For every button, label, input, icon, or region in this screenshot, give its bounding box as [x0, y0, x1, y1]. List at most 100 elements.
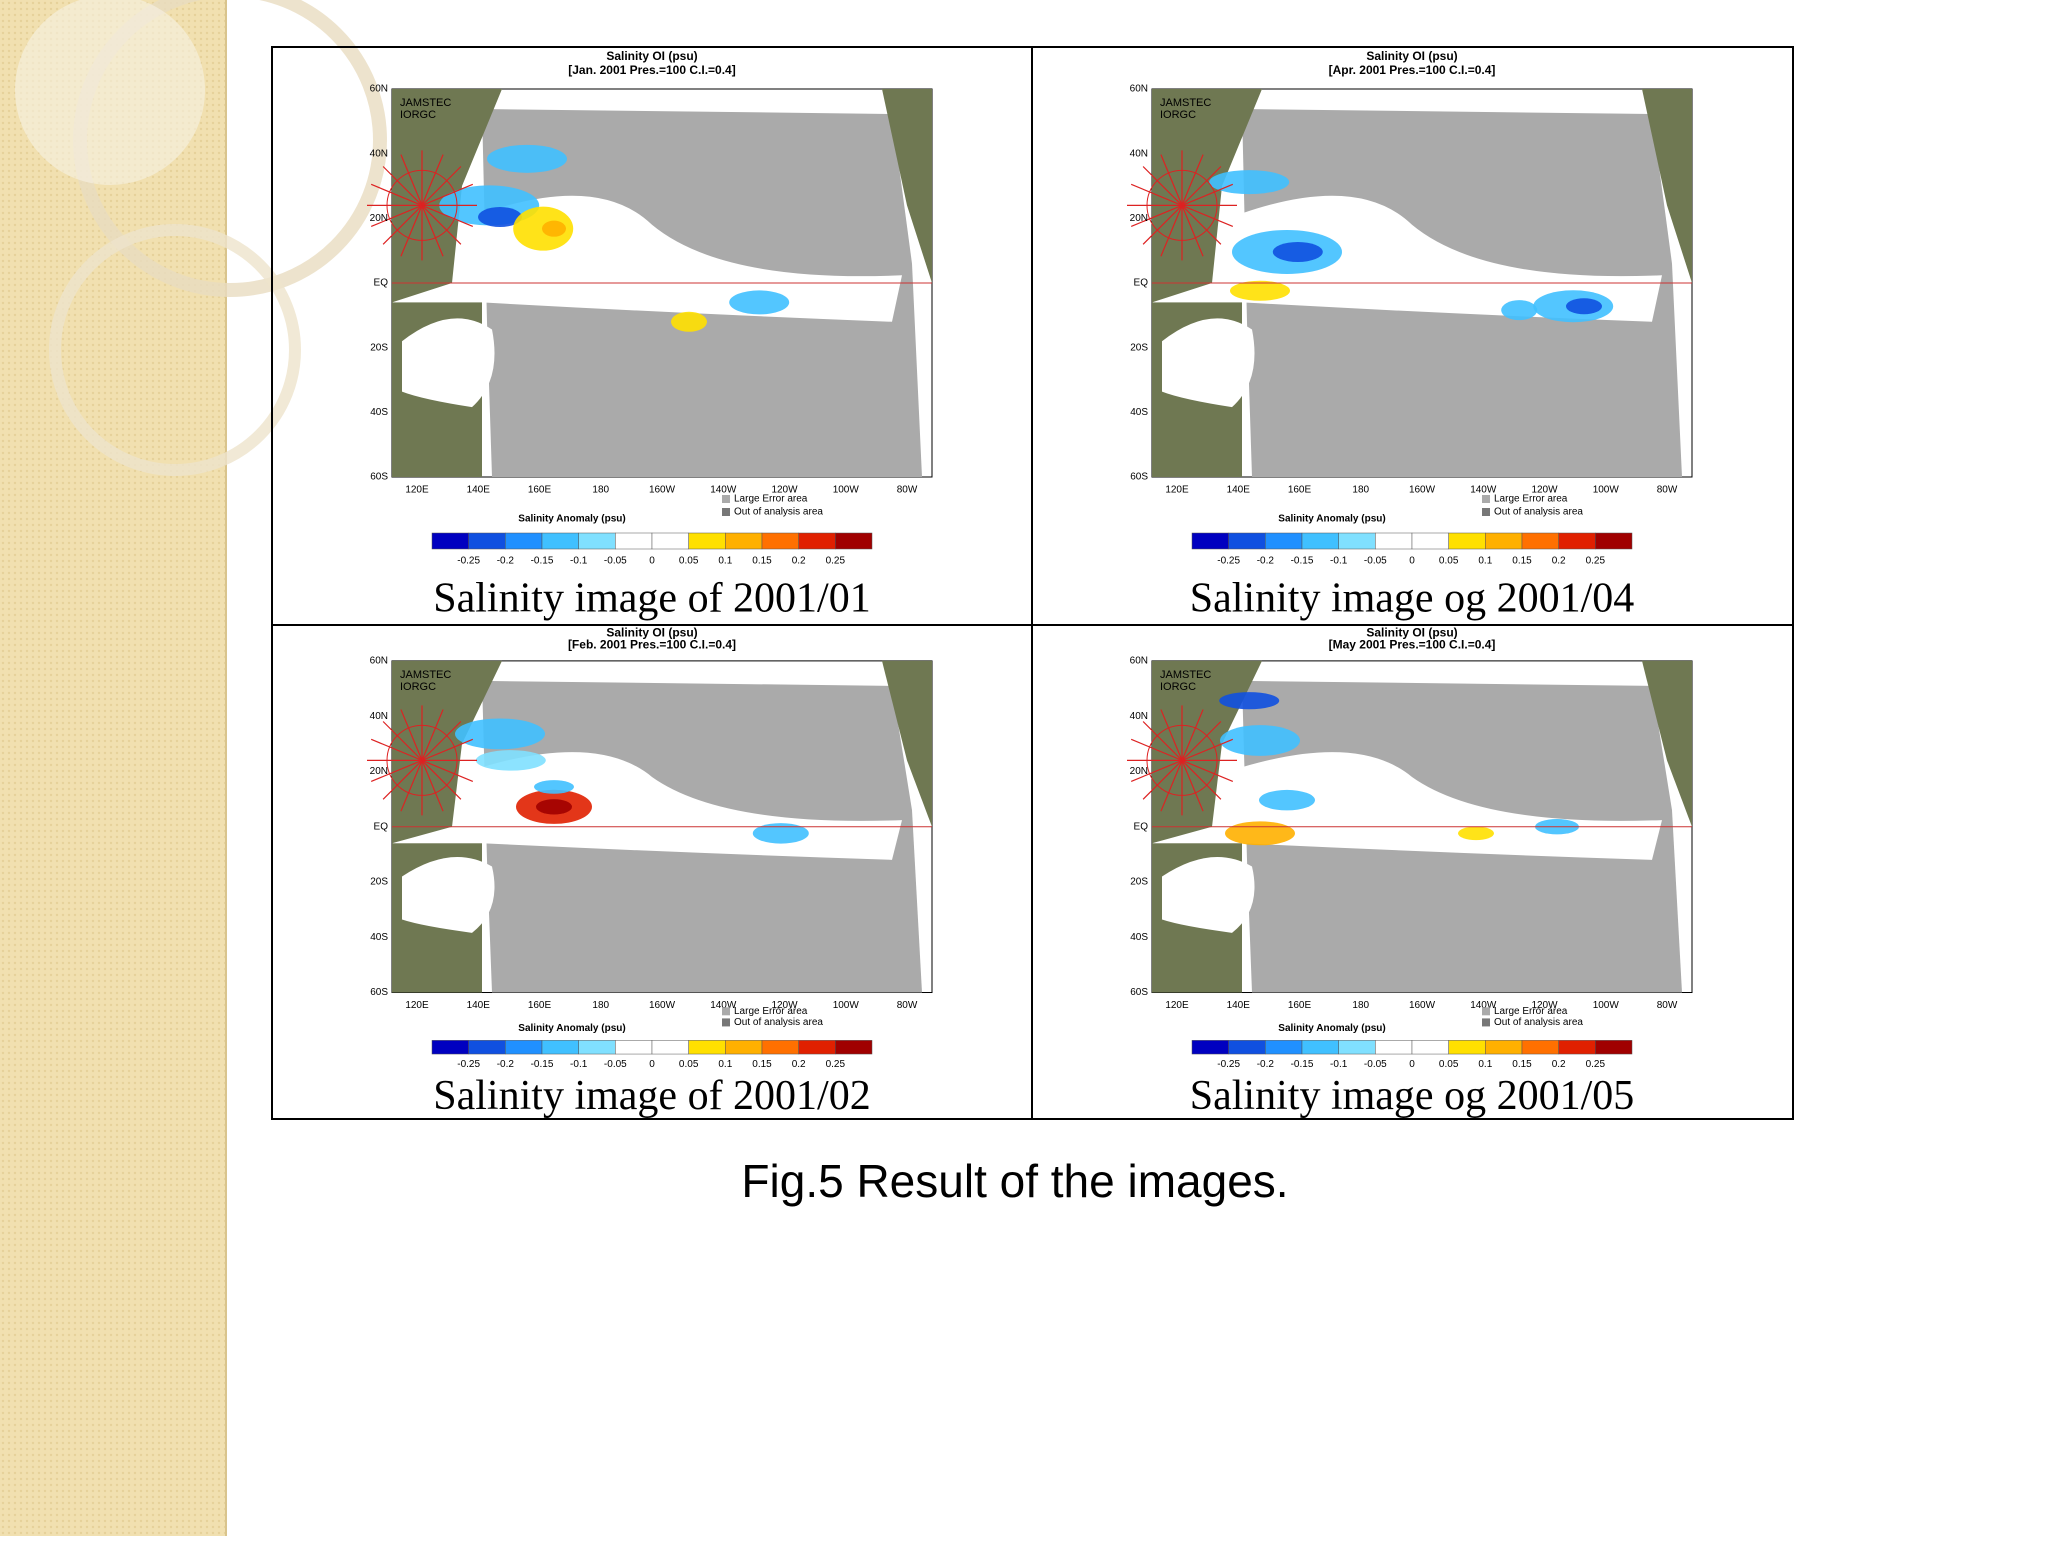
- lon-label: 80W: [1657, 485, 1678, 496]
- anomaly-patch: [1272, 241, 1323, 262]
- colorbar-segment: [1521, 1040, 1559, 1055]
- compass-ray: [421, 738, 474, 761]
- colorbar-tick: -0.25: [1217, 1059, 1240, 1070]
- compass-ray: [1181, 709, 1204, 761]
- lon-label: 160E: [528, 1000, 552, 1011]
- colorbar-segment: [505, 532, 543, 550]
- colorbar-segment: [835, 532, 873, 550]
- compass-ray: [421, 760, 444, 812]
- lon-label: 120W: [771, 485, 798, 496]
- map-title: Salinity OI (psu): [606, 626, 697, 640]
- panel-caption: Salinity image og 2001/05: [1190, 1073, 1634, 1119]
- org-label: JAMSTEC: [1160, 97, 1211, 109]
- colorbar-segment: [1558, 532, 1596, 550]
- land-america: [1642, 660, 1692, 827]
- lat-label: EQ: [1134, 821, 1149, 832]
- compass-ray: [1181, 204, 1222, 245]
- colorbar-tick: 0.05: [679, 1059, 699, 1070]
- land-asia: [392, 660, 502, 844]
- compass-ray: [1181, 759, 1234, 782]
- compass-ray: [421, 709, 444, 761]
- colorbar-segment: [688, 1040, 726, 1055]
- lon-label: 100W: [833, 1000, 860, 1011]
- map-subtitle: [Apr. 2001 Pres.=100 C.I.=0.4]: [1329, 63, 1496, 77]
- colorbar-segment: [688, 532, 726, 550]
- lat-label: 40S: [370, 932, 388, 943]
- compass-ray: [370, 183, 423, 206]
- colorbar-segment: [1265, 1040, 1303, 1055]
- compass-ray: [421, 204, 474, 228]
- colorbar-tick: -0.25: [457, 556, 480, 567]
- lon-label: 140E: [1227, 485, 1251, 496]
- colorbar-tick: -0.25: [1217, 556, 1240, 567]
- colorbar-tick: 0: [649, 556, 655, 567]
- lon-label: 160E: [528, 485, 552, 496]
- compass-ray: [1130, 183, 1183, 206]
- lat-label: 60S: [370, 987, 388, 998]
- lat-label: 20S: [1130, 342, 1148, 353]
- compass-ray: [421, 183, 474, 206]
- colorbar-segment: [615, 1040, 653, 1055]
- lon-label: 160W: [1409, 1000, 1436, 1011]
- legend-swatch: [722, 495, 730, 503]
- colorbar-tick: 0.2: [792, 556, 806, 567]
- low-error-area: [1212, 195, 1662, 322]
- legend-swatch: [722, 1018, 730, 1027]
- compass-ring: [1146, 169, 1218, 241]
- colorbar-tick: -0.1: [570, 556, 588, 567]
- compass-ray: [1142, 204, 1183, 245]
- compass-ring: [1146, 724, 1218, 796]
- compass-ray: [1181, 183, 1234, 206]
- australia: [1162, 856, 1255, 933]
- colorbar-tick: 0.25: [826, 556, 846, 567]
- map-subtitle: [May 2001 Pres.=100 C.I.=0.4]: [1329, 638, 1496, 652]
- lat-label: 20N: [370, 213, 388, 224]
- colorbar-tick: -0.15: [531, 556, 554, 567]
- lat-label: 40S: [1130, 932, 1148, 943]
- colorbar-segment: [761, 1040, 799, 1055]
- land-asia: [1152, 89, 1262, 303]
- compass-ray: [400, 205, 423, 257]
- lon-label: 120E: [405, 485, 429, 496]
- lat-label: 60N: [370, 656, 388, 667]
- colorbar-segment: [1521, 532, 1559, 550]
- lon-label: 160W: [1409, 485, 1436, 496]
- colorbar-segment: [1228, 1040, 1266, 1055]
- compass-ray: [1181, 760, 1204, 812]
- colorbar-tick: 0.05: [679, 556, 699, 567]
- compass-ray: [382, 721, 423, 761]
- colorbar-segment: [1411, 1040, 1449, 1055]
- compass-ray: [1142, 721, 1183, 761]
- compass-ray: [1160, 709, 1183, 761]
- colorbar-tick: -0.05: [604, 556, 627, 567]
- compass-ray: [400, 760, 423, 812]
- legend-swatch: [1482, 495, 1490, 503]
- anomaly-patch: [534, 780, 574, 794]
- lon-label: 120E: [1165, 485, 1189, 496]
- colorbar-segment: [615, 532, 653, 550]
- colorbar-tick: 0.25: [1586, 1059, 1606, 1070]
- compass-ring: [386, 724, 458, 796]
- panel-caption: Salinity image of 2001/01: [433, 576, 870, 622]
- panel: Salinity OI (psu)[May 2001 Pres.=100 C.I…: [1127, 626, 1693, 1119]
- legend-swatch: [722, 1007, 730, 1016]
- colorbar-tick: 0.25: [1586, 556, 1606, 567]
- compass-ray: [1181, 204, 1234, 228]
- org-label: JAMSTEC: [1160, 669, 1211, 681]
- colorbar-segment: [1228, 532, 1266, 550]
- colorbar-tick: 0.05: [1439, 556, 1459, 567]
- legend-label: Out of analysis area: [734, 507, 823, 518]
- legend-swatch: [1482, 1007, 1490, 1016]
- legend-swatch: [722, 508, 730, 516]
- compass-ray: [1130, 738, 1183, 761]
- lat-label: 40S: [370, 407, 388, 418]
- colorbar-segment: [1338, 532, 1376, 550]
- colorbar-segment: [1338, 1040, 1376, 1055]
- colorbar-segment: [1375, 532, 1413, 550]
- colorbar-tick: 0.15: [752, 1059, 772, 1070]
- colorbar-tick: 0.2: [792, 1059, 806, 1070]
- colorbar-segment: [651, 532, 689, 550]
- lat-label: 40N: [370, 148, 388, 159]
- colorbar-tick: 0.1: [1478, 556, 1492, 567]
